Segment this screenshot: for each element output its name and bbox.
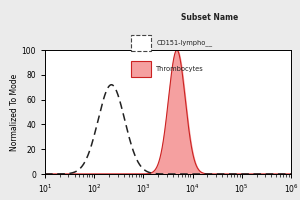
Y-axis label: Normalized To Mode: Normalized To Mode [10,73,19,151]
Text: Thrombocytes: Thrombocytes [156,66,204,72]
Text: CD151-lympho__: CD151-lympho__ [156,40,212,46]
Bar [131,61,151,77]
Bar [131,35,151,51]
Text: Subset Name: Subset Name [182,12,238,21]
